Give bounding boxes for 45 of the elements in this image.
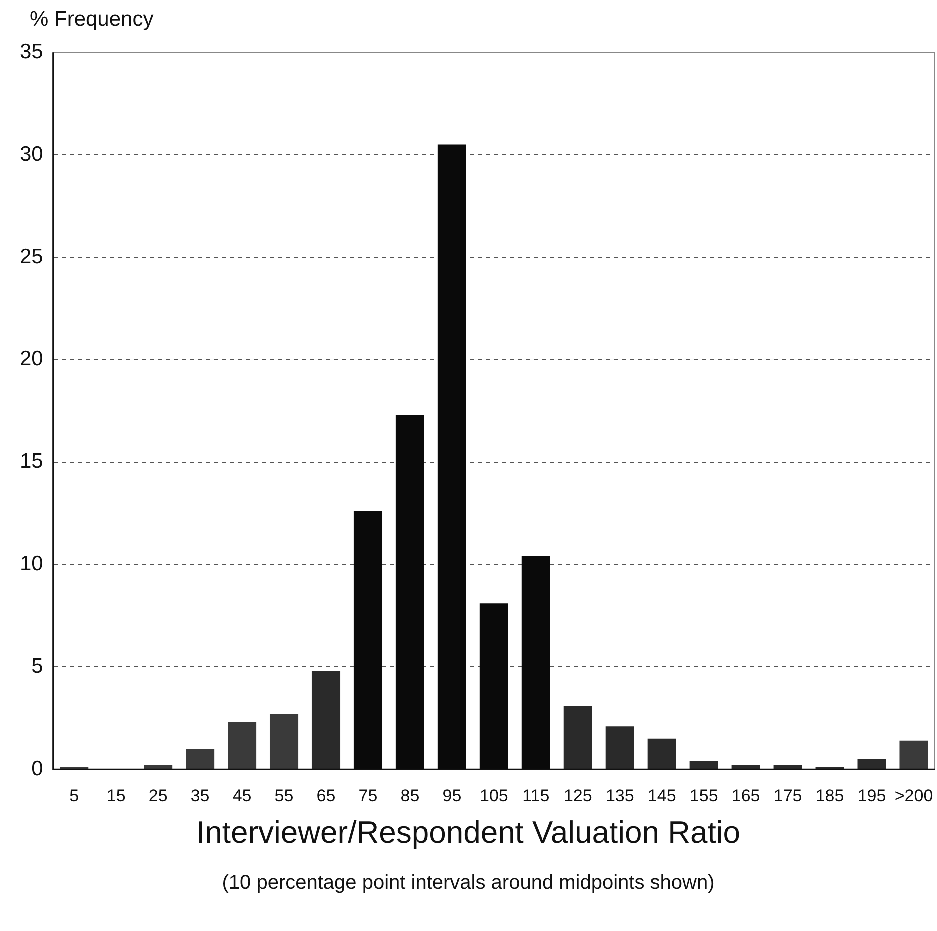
y-tick-label: 0 [32, 757, 44, 780]
bar [312, 671, 341, 770]
x-tick-label: 125 [564, 786, 592, 806]
x-tick-label: 45 [232, 786, 252, 806]
x-tick-label: 85 [400, 786, 420, 806]
x-tick-label: 75 [358, 786, 378, 806]
bar [228, 722, 257, 770]
bar [606, 726, 634, 770]
y-tick-label: 25 [20, 245, 44, 268]
bar [690, 761, 718, 770]
x-tick-label: 55 [274, 786, 294, 806]
bar [270, 714, 299, 770]
bar [858, 759, 886, 770]
x-tick-label: 5 [70, 786, 80, 806]
x-tick-label: 165 [732, 786, 760, 806]
bar [144, 766, 173, 770]
bar [564, 706, 592, 770]
bar [774, 766, 802, 770]
x-tick-label: 35 [190, 786, 210, 806]
x-tick-label: 25 [148, 786, 168, 806]
x-tick-label: 95 [442, 786, 462, 806]
x-tick-label: 195 [858, 786, 886, 806]
x-tick-label: 155 [690, 786, 718, 806]
bar [648, 738, 676, 770]
bar [900, 740, 928, 770]
x-tick-label: 185 [816, 786, 844, 806]
y-tick-label: 15 [20, 450, 44, 474]
y-tick-label: 30 [20, 142, 44, 166]
y-tick-label: 10 [20, 552, 44, 576]
x-tick-label: 15 [106, 786, 126, 806]
x-tick-label: 135 [606, 786, 634, 806]
x-tick-label: 115 [522, 786, 550, 806]
x-tick-label: 175 [774, 786, 802, 806]
bar [186, 749, 215, 770]
y-tick-label: 35 [20, 40, 44, 64]
x-tick-label: 105 [480, 786, 508, 806]
text: (10 percentage point intervals around midpoints shown) [221, 872, 716, 895]
x-axis-title: Interviewer/Respondent Valuation Ratio [196, 815, 742, 851]
x-tick-label: 65 [316, 786, 336, 806]
y-axis-title: % Frequency [30, 8, 154, 32]
x-tick-label: >200 [894, 786, 934, 806]
bar [732, 766, 760, 770]
y-tick-label: 5 [32, 654, 44, 678]
x-tick-label: 145 [648, 786, 676, 806]
y-tick-label: 20 [20, 348, 44, 371]
